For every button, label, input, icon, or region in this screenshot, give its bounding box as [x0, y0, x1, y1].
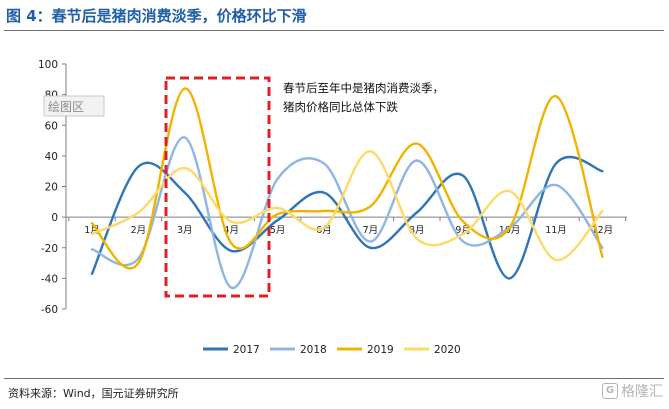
legend-label-2020: 2020	[434, 344, 461, 356]
highlight-box	[164, 76, 271, 298]
x-tick-label: 9月	[455, 225, 471, 236]
legend-label-2018: 2018	[300, 344, 327, 356]
legend-label-2017: 2017	[233, 344, 260, 356]
watermark-text: 格隆汇	[621, 384, 663, 400]
x-tick-label: 5月	[270, 225, 286, 236]
x-tick-label: 8月	[409, 225, 425, 236]
y-tick-label: 20	[45, 182, 58, 194]
title-divider	[4, 30, 664, 31]
legend-label-2019: 2019	[367, 344, 394, 356]
y-tick-label: -20	[41, 243, 58, 255]
y-tick-label: 60	[45, 120, 58, 132]
y-tick-label: 100	[38, 59, 58, 71]
plot-area-label: 绘图区	[43, 95, 105, 117]
series-line-2020	[90, 150, 604, 262]
x-tick-label: 11月	[545, 225, 567, 236]
y-tick-label: 0	[51, 212, 58, 224]
figure-title: 图 4：春节后是猪肉消费淡季，价格环比下滑	[6, 7, 307, 25]
x-tick-label: 1月	[84, 225, 100, 236]
source-divider	[4, 378, 664, 379]
series-line-2019	[90, 87, 604, 270]
x-tick-label: 10月	[499, 225, 521, 236]
annotation-line-2: 猪肉价格同比总体下跌	[283, 100, 398, 114]
x-tick-label: 3月	[177, 225, 193, 236]
x-tick-label: 2月	[131, 225, 147, 236]
watermark: G 格隆汇	[602, 381, 663, 401]
x-tick-label: 7月	[363, 225, 379, 236]
watermark-logo-icon: G	[602, 383, 618, 399]
series-lines	[90, 87, 604, 289]
series-line-2017	[90, 155, 604, 280]
chart-legend: 2017 2018 2019 2020	[203, 344, 461, 356]
plot-area-label-text: 绘图区	[48, 99, 84, 114]
annotation-line-1: 春节后至年中是猪肉消费淡季，	[283, 81, 444, 95]
y-axis-tick-labels: 100806040200-20-40-60	[38, 59, 58, 316]
x-tick-label: 6月	[316, 225, 332, 236]
x-axis-tick-labels: 1月 2月 3月 4月 5月 6月 7月 8月 9月 10月 11月 12月	[84, 225, 613, 236]
x-tick-label: 4月	[223, 225, 239, 236]
x-tick-label: 12月	[592, 225, 614, 236]
source-note: 资料来源：Wind，国元证券研究所	[8, 387, 179, 400]
y-tick-label: 40	[45, 151, 58, 163]
y-tick-label: -40	[41, 273, 58, 285]
line-chart: 100806040200-20-40-60 1月2月3月4月5月6月7月8月9月…	[38, 59, 627, 356]
chart-axes	[62, 63, 627, 310]
y-tick-label: -60	[41, 304, 58, 316]
